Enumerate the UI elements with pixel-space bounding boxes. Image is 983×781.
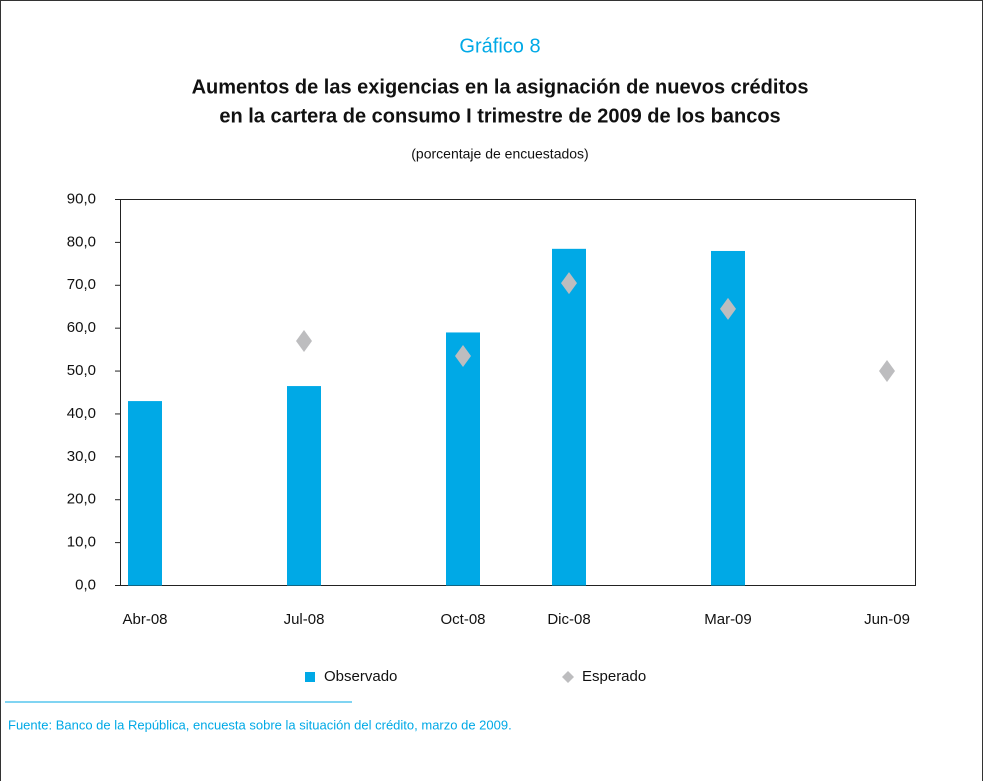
bar	[287, 386, 321, 586]
diamond-marker	[296, 330, 312, 353]
x-tick-label: Jul-08	[284, 611, 325, 628]
x-tick-label: Abr-08	[122, 611, 167, 628]
bar	[446, 332, 480, 586]
plot-area	[120, 199, 916, 586]
y-tick-label: 50,0	[67, 362, 96, 379]
chart-title: en la cartera de consumo I trimestre de …	[219, 105, 780, 127]
source: Fuente: Banco de la República, encuesta …	[8, 717, 512, 732]
chart-title: Aumentos de las exigencias en la asignac…	[192, 76, 809, 98]
y-tick-label: 70,0	[67, 276, 96, 293]
x-tick-label: Mar-09	[704, 611, 752, 628]
y-tick-label: 40,0	[67, 405, 96, 422]
y-tick-label: 80,0	[67, 233, 96, 250]
diamond-marker	[455, 345, 471, 368]
y-tick-label: 20,0	[67, 491, 96, 508]
diamond-marker	[879, 360, 895, 383]
y-tick-label: 90,0	[67, 190, 96, 207]
y-tick-label: 60,0	[67, 319, 96, 336]
x-tick-label: Jun-09	[864, 611, 910, 628]
bar	[552, 248, 586, 586]
y-tick-label: 30,0	[67, 448, 96, 465]
legend-swatch	[305, 672, 315, 682]
diamond-marker	[561, 272, 577, 295]
x-tick-label: Oct-08	[440, 611, 485, 628]
y-tick-label: 0,0	[75, 576, 96, 593]
bar	[128, 401, 162, 586]
x-tick-label: Dic-08	[547, 611, 590, 628]
legend-label: Observado	[324, 668, 397, 685]
legend-swatch	[562, 671, 574, 683]
diamond-marker	[720, 297, 736, 320]
chart-kicker: Gráfico 8	[459, 35, 540, 57]
legend-label: Esperado	[582, 668, 646, 685]
chart-subtitle: (porcentaje de encuestados)	[411, 146, 588, 162]
y-tick-label: 10,0	[67, 534, 96, 551]
